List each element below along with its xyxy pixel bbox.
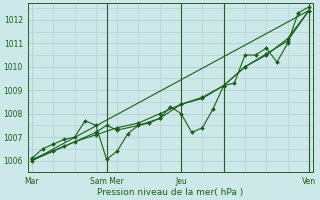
X-axis label: Pression niveau de la mer( hPa ): Pression niveau de la mer( hPa ) bbox=[97, 188, 244, 197]
